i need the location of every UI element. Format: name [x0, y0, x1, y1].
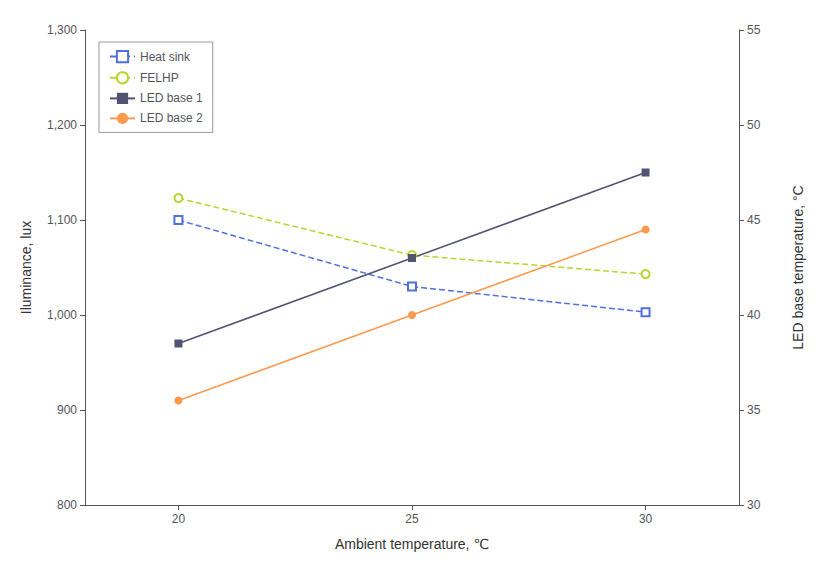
svg-text:1,000: 1,000 — [47, 308, 77, 322]
svg-text:Iluminance, lux: Iluminance, lux — [18, 221, 34, 314]
svg-text:LED base temperature, °C: LED base temperature, °C — [790, 185, 806, 349]
svg-text:55: 55 — [747, 23, 761, 37]
svg-text:800: 800 — [57, 498, 77, 512]
svg-text:FELHP: FELHP — [140, 71, 179, 85]
svg-text:900: 900 — [57, 403, 77, 417]
svg-text:25: 25 — [405, 512, 419, 526]
svg-text:LED base 1: LED base 1 — [140, 91, 203, 105]
svg-text:LED base 2: LED base 2 — [140, 111, 203, 125]
svg-text:Ambient temperature, ℃: Ambient temperature, ℃ — [335, 536, 489, 552]
svg-text:30: 30 — [747, 498, 761, 512]
svg-text:45: 45 — [747, 213, 761, 227]
svg-text:1,200: 1,200 — [47, 118, 77, 132]
svg-text:35: 35 — [747, 403, 761, 417]
svg-text:50: 50 — [747, 118, 761, 132]
svg-text:1,100: 1,100 — [47, 213, 77, 227]
svg-text:Heat sink: Heat sink — [140, 50, 191, 64]
svg-text:20: 20 — [172, 512, 186, 526]
svg-text:40: 40 — [747, 308, 761, 322]
svg-text:30: 30 — [639, 512, 653, 526]
svg-text:1,300: 1,300 — [47, 23, 77, 37]
